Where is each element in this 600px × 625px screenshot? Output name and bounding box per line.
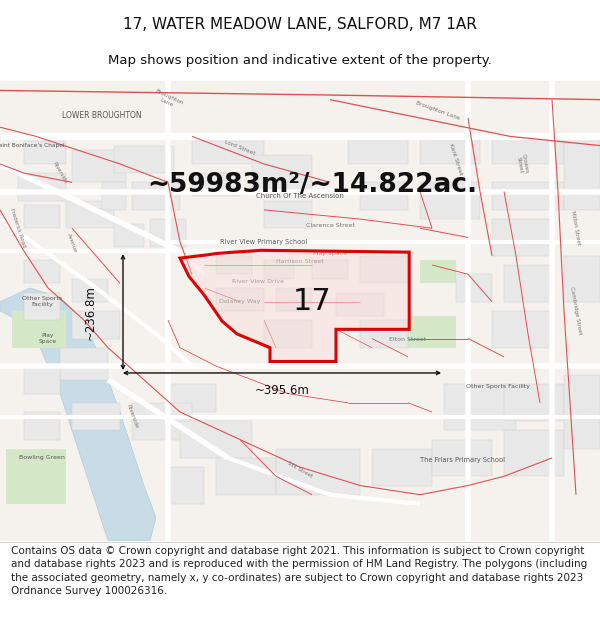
Bar xyxy=(102,182,126,210)
Text: Harrison Street: Harrison Street xyxy=(276,259,324,264)
Text: 17, WATER MEADOW LANE, SALFORD, M7 1AR: 17, WATER MEADOW LANE, SALFORD, M7 1AR xyxy=(123,17,477,32)
Bar xyxy=(276,449,360,495)
Bar xyxy=(264,320,312,348)
Bar xyxy=(72,311,120,339)
Text: Play
Space: Play Space xyxy=(39,333,57,344)
Bar xyxy=(60,348,108,380)
Bar xyxy=(216,256,252,274)
Bar xyxy=(420,261,456,283)
Bar xyxy=(564,375,600,449)
Text: Other Sports Facility: Other Sports Facility xyxy=(466,384,530,389)
Bar xyxy=(132,182,180,210)
Bar xyxy=(180,421,252,458)
Text: Other Sports
Facility: Other Sports Facility xyxy=(22,296,62,307)
Bar xyxy=(114,146,174,173)
Bar xyxy=(72,150,126,182)
Text: LOWER BROUGHTON: LOWER BROUGHTON xyxy=(62,111,142,120)
Text: Milton Street: Milton Street xyxy=(571,211,581,246)
Bar xyxy=(132,402,192,439)
Text: Play Space: Play Space xyxy=(313,251,347,256)
Text: ~395.6m: ~395.6m xyxy=(254,384,310,397)
Bar xyxy=(150,219,186,247)
Bar xyxy=(348,136,408,164)
Text: Bowling Green: Bowling Green xyxy=(19,456,65,461)
Bar xyxy=(6,449,66,504)
Text: ~59983m²/~14.822ac.: ~59983m²/~14.822ac. xyxy=(147,172,477,198)
Bar xyxy=(492,136,564,164)
Bar xyxy=(564,136,600,210)
Text: Map shows position and indicative extent of the property.: Map shows position and indicative extent… xyxy=(108,54,492,68)
Bar xyxy=(420,182,480,219)
Text: River View Primary School: River View Primary School xyxy=(220,239,308,245)
Text: Clarence Street: Clarence Street xyxy=(305,224,355,229)
Text: ~236.8m: ~236.8m xyxy=(83,284,97,339)
Text: Frederick Road: Frederick Road xyxy=(10,208,26,248)
Text: Church Of The Ascension: Church Of The Ascension xyxy=(256,193,344,199)
Bar xyxy=(72,402,120,431)
Text: Cambridge Street: Cambridge Street xyxy=(569,286,583,336)
Text: Delaney Way: Delaney Way xyxy=(220,299,260,304)
Bar xyxy=(444,384,516,431)
Text: Silk Street: Silk Street xyxy=(287,460,313,479)
Bar xyxy=(216,458,276,495)
Bar xyxy=(360,256,408,283)
Bar xyxy=(252,155,312,191)
Bar xyxy=(24,205,60,228)
Text: Crowes
Street: Crowes Street xyxy=(515,153,529,175)
Bar xyxy=(492,311,552,348)
Bar xyxy=(24,366,60,394)
Text: 17: 17 xyxy=(293,288,331,316)
Bar xyxy=(18,173,66,201)
Bar xyxy=(24,292,60,320)
Text: Saint Boniface's Chapel: Saint Boniface's Chapel xyxy=(0,143,65,148)
Text: Lord Street: Lord Street xyxy=(224,139,256,156)
Bar xyxy=(24,261,60,283)
Bar xyxy=(504,265,552,302)
Polygon shape xyxy=(0,288,156,541)
Text: River View Drive: River View Drive xyxy=(232,279,284,284)
Text: Riverside: Riverside xyxy=(125,404,139,429)
Bar xyxy=(114,224,144,247)
Text: Avenue: Avenue xyxy=(66,232,78,253)
Bar xyxy=(168,384,216,412)
Bar xyxy=(492,182,564,210)
Bar xyxy=(216,288,264,311)
Bar xyxy=(264,261,294,279)
Bar xyxy=(192,141,264,164)
Bar xyxy=(504,384,564,421)
Bar xyxy=(408,316,456,348)
Bar xyxy=(360,182,408,210)
Text: Elton Street: Elton Street xyxy=(389,337,427,342)
Bar xyxy=(12,311,66,348)
Bar xyxy=(312,261,348,279)
Bar xyxy=(420,136,480,164)
Text: Broughton Lane: Broughton Lane xyxy=(415,101,461,121)
Polygon shape xyxy=(180,250,409,361)
Bar xyxy=(336,292,384,316)
Text: Broughton
Lane: Broughton Lane xyxy=(152,88,184,111)
Bar xyxy=(264,201,312,228)
Text: Riverside: Riverside xyxy=(52,161,68,185)
Bar xyxy=(360,320,408,348)
Bar xyxy=(24,412,60,439)
Text: Kent Street: Kent Street xyxy=(449,143,463,176)
Bar xyxy=(168,467,204,504)
Bar xyxy=(72,279,108,302)
Bar xyxy=(564,256,600,302)
Text: Contains OS data © Crown copyright and database right 2021. This information is : Contains OS data © Crown copyright and d… xyxy=(11,546,587,596)
Bar xyxy=(492,219,552,256)
Bar xyxy=(432,439,492,476)
Bar xyxy=(504,431,564,476)
Bar xyxy=(276,288,312,311)
Text: The Friars Primary School: The Friars Primary School xyxy=(419,458,505,463)
Bar xyxy=(456,274,492,302)
Bar xyxy=(372,449,432,486)
Bar xyxy=(24,141,66,164)
Bar xyxy=(66,201,114,228)
Bar xyxy=(192,173,240,196)
